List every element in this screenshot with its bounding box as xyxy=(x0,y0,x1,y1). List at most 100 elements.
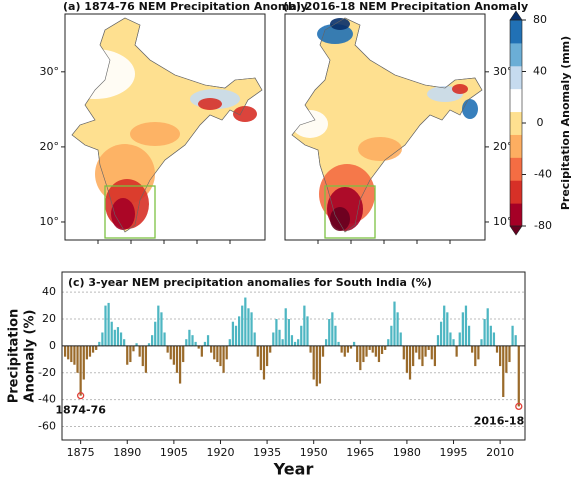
bar xyxy=(203,341,207,346)
lat-label: 10° xyxy=(40,215,60,228)
bar xyxy=(104,305,107,346)
bar xyxy=(70,345,73,363)
bar xyxy=(231,321,235,346)
south-india-box xyxy=(104,185,156,239)
bar xyxy=(502,345,505,397)
bar xyxy=(79,345,82,396)
bar xyxy=(241,305,244,346)
bar xyxy=(123,339,126,346)
bar xyxy=(427,345,430,350)
bar xyxy=(197,345,200,349)
bar xyxy=(113,329,116,346)
map-frame xyxy=(64,13,266,241)
anomaly-region xyxy=(111,198,135,230)
anomaly-region xyxy=(462,99,478,119)
bar xyxy=(150,335,154,346)
bar xyxy=(210,345,213,353)
bar xyxy=(362,345,365,363)
bar xyxy=(154,321,157,346)
bar xyxy=(439,321,443,346)
y-axis-label: Anomaly (%) xyxy=(23,310,38,403)
colorbar-extend xyxy=(509,225,523,236)
y-tick-label: -60 xyxy=(38,420,56,433)
bar xyxy=(256,345,259,357)
bar xyxy=(228,339,231,346)
bar xyxy=(377,345,381,363)
bar xyxy=(67,345,70,360)
y-tick-label: -20 xyxy=(38,366,56,379)
bar xyxy=(433,345,437,367)
bar xyxy=(343,345,346,357)
anomaly-region xyxy=(330,207,350,231)
bar xyxy=(194,341,197,346)
bar xyxy=(374,345,377,357)
bar xyxy=(119,332,123,346)
bar xyxy=(321,345,325,357)
bar xyxy=(365,345,368,357)
bar xyxy=(328,319,331,346)
bar xyxy=(421,345,424,367)
bar xyxy=(297,339,300,346)
bar xyxy=(446,312,449,346)
colorbar-tick-label: 80 xyxy=(533,13,547,26)
bar xyxy=(275,319,278,346)
bar xyxy=(477,345,480,360)
x-tick-label: 1935 xyxy=(253,446,281,459)
bar xyxy=(247,308,250,346)
bar xyxy=(76,345,79,373)
bar xyxy=(474,345,477,367)
annotation: 1874-76 xyxy=(55,404,106,417)
bar xyxy=(110,321,113,346)
bar xyxy=(265,345,269,367)
bar xyxy=(82,345,85,380)
bar xyxy=(412,345,415,367)
bar xyxy=(356,345,359,363)
bar xyxy=(259,345,262,371)
bar xyxy=(483,319,486,346)
bar xyxy=(293,341,297,346)
bar xyxy=(349,345,353,349)
bar xyxy=(281,339,284,346)
bar xyxy=(489,325,492,346)
bar xyxy=(200,345,203,357)
bar xyxy=(331,312,334,346)
colorbar-segment xyxy=(510,20,522,44)
bar xyxy=(73,345,76,365)
map-content xyxy=(65,17,263,233)
bar xyxy=(172,345,175,365)
x-tick-label: 1920 xyxy=(206,446,234,459)
colorbar-segment xyxy=(510,134,522,158)
bar xyxy=(175,345,179,373)
y-tick-label: 0 xyxy=(49,339,56,352)
y-tick-label: -40 xyxy=(38,393,56,406)
anomaly-region xyxy=(130,122,180,146)
border xyxy=(71,17,263,233)
bar xyxy=(157,305,160,346)
bar xyxy=(424,345,427,357)
anomaly-region xyxy=(358,137,402,161)
bar xyxy=(290,335,294,346)
lat-label: 30° xyxy=(40,65,60,78)
colorbar-label: Precipitation Anomaly (mm) xyxy=(559,36,572,210)
bar xyxy=(225,345,228,360)
lat-label: 30° xyxy=(493,65,513,78)
chart-title: (c) 3-year NEM precipitation anomalies f… xyxy=(68,276,432,289)
bar xyxy=(188,329,191,346)
colorbar-tick-label: 0 xyxy=(537,116,544,129)
bar xyxy=(216,345,219,363)
bar xyxy=(393,301,396,346)
anomaly-region xyxy=(452,84,468,94)
bar xyxy=(384,345,387,350)
bar xyxy=(107,302,110,346)
x-tick-label: 2010 xyxy=(486,446,514,459)
x-tick-label: 1890 xyxy=(113,446,141,459)
bar xyxy=(486,308,489,346)
bar xyxy=(101,332,104,346)
bar xyxy=(511,325,514,346)
bar xyxy=(135,343,138,346)
lat-label: 20° xyxy=(40,140,60,153)
bar xyxy=(244,297,247,346)
colorbar-segment xyxy=(510,111,522,135)
south-india-box xyxy=(324,185,376,239)
y-axis-label: Precipitation xyxy=(7,309,22,404)
